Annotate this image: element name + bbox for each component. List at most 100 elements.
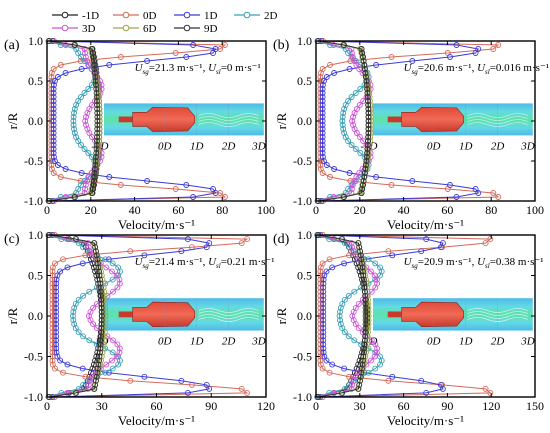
x-tick-label: 40 bbox=[398, 203, 410, 217]
data-point bbox=[103, 264, 110, 271]
data-point bbox=[409, 178, 416, 184]
data-point bbox=[217, 46, 224, 52]
panel-b: -1D 0D 1D 2D 3D0 20 40 60 80 100-1.0-0.50.00.51.0… bbox=[273, 34, 549, 232]
data-point bbox=[341, 385, 348, 392]
data-point bbox=[349, 381, 356, 388]
data-point bbox=[92, 377, 99, 384]
data-point bbox=[346, 373, 353, 380]
x-tick-label: 100 bbox=[526, 203, 544, 217]
data-point bbox=[348, 142, 355, 148]
data-point bbox=[362, 333, 369, 340]
panel-a: -1D 0D 1D 2D 3D0 20 40 60 80 100-1.0-0.50.00.51.0… bbox=[4, 34, 275, 232]
data-point bbox=[49, 292, 56, 299]
data-point bbox=[339, 118, 346, 124]
data-point bbox=[361, 337, 368, 344]
x-tick-label: 30 bbox=[354, 399, 366, 413]
data-point bbox=[78, 94, 84, 100]
data-point bbox=[345, 292, 352, 299]
data-point bbox=[317, 357, 324, 364]
data-point bbox=[75, 240, 82, 247]
data-point bbox=[96, 349, 103, 356]
data-point bbox=[115, 264, 122, 271]
data-point bbox=[98, 154, 105, 160]
wake-streak bbox=[467, 116, 528, 121]
x-tick-label: 60 bbox=[441, 203, 453, 217]
data-point bbox=[93, 252, 100, 259]
data-point bbox=[360, 178, 367, 184]
data-point bbox=[83, 122, 89, 128]
data-point bbox=[98, 304, 105, 311]
data-point bbox=[102, 321, 109, 328]
legend-marker bbox=[183, 24, 191, 32]
data-point bbox=[319, 114, 326, 120]
data-point bbox=[93, 82, 99, 88]
inset-label: 1D bbox=[459, 336, 473, 348]
data-point bbox=[90, 54, 97, 60]
x-tick-label: 90 bbox=[205, 399, 217, 413]
data-point bbox=[319, 102, 326, 108]
inset-label: 1D bbox=[190, 140, 204, 152]
data-point bbox=[358, 284, 365, 291]
data-point bbox=[339, 389, 346, 396]
data-point bbox=[49, 337, 56, 344]
data-point bbox=[53, 325, 60, 332]
x-axis-title: Velocity/m·s⁻¹ bbox=[387, 217, 464, 232]
data-point bbox=[203, 381, 210, 388]
data-point bbox=[80, 244, 87, 251]
data-point bbox=[95, 361, 102, 368]
data-point bbox=[360, 276, 367, 283]
annotation-ug-label: U bbox=[135, 256, 144, 268]
data-point bbox=[356, 381, 363, 388]
data-point bbox=[89, 50, 96, 56]
x-tick-label: 60 bbox=[172, 203, 184, 217]
data-point bbox=[101, 288, 108, 295]
data-point bbox=[98, 333, 105, 340]
annotation-ul-label: U bbox=[208, 62, 217, 74]
data-point bbox=[70, 317, 77, 324]
data-point bbox=[359, 186, 366, 192]
data-point bbox=[360, 182, 366, 188]
data-point bbox=[75, 329, 82, 336]
legend-label: 9D bbox=[204, 23, 218, 35]
data-point bbox=[93, 94, 100, 100]
data-point bbox=[98, 325, 105, 332]
data-point bbox=[96, 276, 103, 283]
wake-streak bbox=[467, 113, 528, 118]
data-point bbox=[339, 325, 346, 332]
data-point bbox=[365, 114, 372, 120]
data-point bbox=[190, 42, 197, 48]
legend-label: 1D bbox=[204, 10, 218, 22]
y-tick-label: 0.0 bbox=[297, 309, 312, 323]
data-point bbox=[101, 337, 108, 344]
data-point bbox=[91, 62, 98, 68]
data-point bbox=[54, 74, 61, 80]
data-point bbox=[93, 150, 100, 156]
annotation-ul-sub: sl bbox=[216, 262, 221, 270]
x-axis-title: Velocity/m·s⁻¹ bbox=[118, 217, 195, 232]
data-point bbox=[447, 54, 453, 60]
data-point bbox=[217, 190, 224, 196]
data-point bbox=[345, 98, 352, 104]
data-point bbox=[346, 66, 353, 72]
data-point bbox=[358, 260, 365, 267]
data-point bbox=[355, 325, 362, 332]
data-point bbox=[93, 86, 100, 92]
data-point bbox=[437, 381, 444, 388]
data-point bbox=[49, 296, 56, 303]
data-point bbox=[326, 256, 333, 263]
x-tick-label: 20 bbox=[354, 203, 366, 217]
data-point bbox=[319, 118, 326, 124]
data-point bbox=[371, 272, 378, 279]
data-point bbox=[64, 264, 71, 271]
inset-label: 1D bbox=[459, 140, 473, 152]
data-point bbox=[349, 118, 356, 124]
data-point bbox=[487, 389, 494, 396]
y-tick-label: 0.5 bbox=[28, 269, 43, 283]
annotation-ug-sub: sg bbox=[143, 262, 150, 270]
legend-item-3d: 3D bbox=[52, 23, 96, 35]
data-point bbox=[82, 186, 88, 192]
data-point bbox=[317, 361, 324, 368]
data-point bbox=[319, 122, 326, 128]
condition-annotation: Usg=21.4 m·s⁻¹, Usl=0.21 m·s⁻¹ bbox=[135, 256, 275, 270]
data-point bbox=[53, 333, 60, 340]
